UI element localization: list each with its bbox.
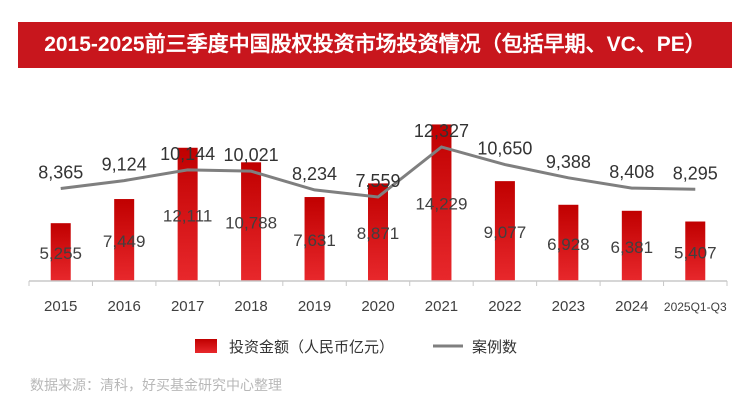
line-value-label: 8,408 xyxy=(609,162,654,182)
x-tick-label: 2021 xyxy=(425,298,458,315)
bar-value-label: 5,407 xyxy=(674,243,717,262)
legend-bar-label: 投资金额（人民币亿元） xyxy=(229,339,394,356)
line-value-label: 10,650 xyxy=(477,139,532,159)
bar-2015 xyxy=(50,223,71,281)
bar-2025Q1-Q3 xyxy=(685,221,706,281)
x-tick-label: 2018 xyxy=(234,298,267,315)
bar-value-label: 10,788 xyxy=(225,214,277,233)
bar-2016 xyxy=(114,199,135,281)
line-value-label: 8,295 xyxy=(673,163,718,183)
bar-2017 xyxy=(177,147,198,281)
bar-2019 xyxy=(304,197,325,281)
line-value-label: 8,234 xyxy=(292,164,337,184)
bar-value-label: 6,928 xyxy=(547,235,590,254)
bar-value-label: 7,449 xyxy=(103,232,146,251)
line-value-label: 8,365 xyxy=(38,163,83,183)
line-value-label: 10,144 xyxy=(160,144,215,164)
x-tick-label: 2016 xyxy=(107,298,140,315)
source-note: 数据来源：清科，好买基金研究中心整理 xyxy=(30,377,282,393)
x-tick-label: 2019 xyxy=(298,298,331,315)
bar-2020 xyxy=(368,183,388,281)
bar-value-label: 8,871 xyxy=(357,224,400,243)
x-tick-label: 2015 xyxy=(44,298,77,315)
x-tick-label: 2024 xyxy=(615,298,648,315)
x-tick-label: 2017 xyxy=(171,298,204,315)
x-tick-label: 2025Q1-Q3 xyxy=(664,300,727,314)
bar-2021 xyxy=(431,124,452,281)
x-tick-label: 2022 xyxy=(488,298,521,315)
legend-bar-swatch xyxy=(195,339,217,353)
bar-value-label: 6,381 xyxy=(611,238,654,257)
chart-title: 2015-2025前三季度中国股权投资市场投资情况（包括早期、VC、PE） xyxy=(18,22,732,68)
bar-value-label: 14,229 xyxy=(415,195,467,214)
bar-value-label: 12,111 xyxy=(163,206,212,225)
line-value-label: 12,327 xyxy=(414,121,469,141)
x-tick-label: 2023 xyxy=(552,298,585,315)
bar-value-label: 7,631 xyxy=(293,231,336,250)
legend-line-label: 案例数 xyxy=(472,338,517,356)
bar-value-label: 9,077 xyxy=(484,223,527,242)
bar-2024 xyxy=(621,210,642,281)
x-tick-label: 2020 xyxy=(361,298,394,315)
bar-2018 xyxy=(241,162,262,281)
line-value-label: 10,021 xyxy=(224,145,279,165)
line-value-label: 9,388 xyxy=(546,152,591,172)
line-value-label: 9,124 xyxy=(102,155,147,175)
bar-2022 xyxy=(494,181,515,281)
bar-2023 xyxy=(558,204,579,281)
legend: 投资金额（人民币亿元） 案例数 xyxy=(195,338,517,356)
line-value-label: 7,559 xyxy=(355,171,400,191)
bar-value-label: 5,255 xyxy=(39,244,82,263)
